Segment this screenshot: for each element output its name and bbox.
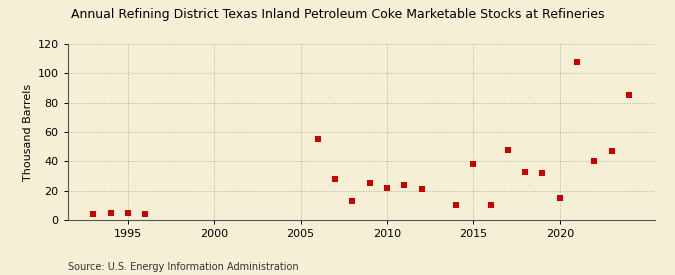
- Point: [537, 171, 548, 175]
- Point: [502, 147, 513, 152]
- Point: [88, 212, 99, 216]
- Point: [624, 93, 634, 98]
- Text: Annual Refining District Texas Inland Petroleum Coke Marketable Stocks at Refine: Annual Refining District Texas Inland Pe…: [71, 8, 604, 21]
- Y-axis label: Thousand Barrels: Thousand Barrels: [23, 83, 33, 181]
- Point: [468, 162, 479, 166]
- Text: Source: U.S. Energy Information Administration: Source: U.S. Energy Information Administ…: [68, 262, 298, 272]
- Point: [606, 149, 617, 153]
- Point: [589, 159, 599, 164]
- Point: [123, 210, 134, 215]
- Point: [554, 196, 565, 200]
- Point: [140, 212, 151, 216]
- Point: [520, 169, 531, 174]
- Point: [364, 181, 375, 186]
- Point: [485, 203, 496, 208]
- Point: [381, 186, 392, 190]
- Point: [347, 199, 358, 203]
- Point: [330, 177, 341, 181]
- Point: [572, 59, 583, 64]
- Point: [416, 187, 427, 191]
- Point: [451, 203, 462, 208]
- Point: [105, 210, 116, 215]
- Point: [313, 137, 323, 142]
- Point: [399, 183, 410, 187]
